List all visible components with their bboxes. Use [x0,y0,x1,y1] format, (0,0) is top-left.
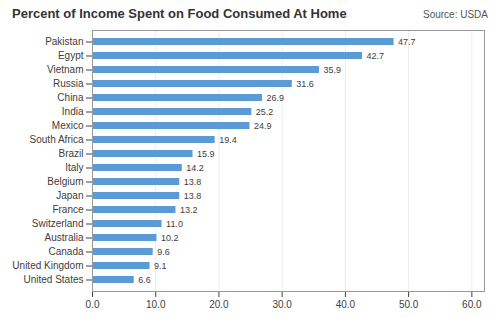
svg-text:United States: United States [23,274,83,285]
svg-text:40.0: 40.0 [336,299,356,310]
svg-text:24.9: 24.9 [254,121,272,131]
svg-text:11.0: 11.0 [166,219,183,229]
svg-text:60.0: 60.0 [462,299,482,310]
svg-text:31.6: 31.6 [296,79,314,89]
svg-text:Egypt: Egypt [58,50,84,61]
svg-text:South Africa: South Africa [30,134,84,145]
svg-text:Mexico: Mexico [52,120,84,131]
svg-text:30.0: 30.0 [272,299,292,310]
svg-text:Italy: Italy [65,162,83,173]
html-text:Percent of Income Spent on Foo: Percent of Income Spent on Food Consumed… [12,6,347,21]
svg-text:6.6: 6.6 [138,275,151,285]
svg-text:Brazil: Brazil [58,148,83,159]
svg-text:50.0: 50.0 [399,299,419,310]
svg-text:India: India [62,106,84,117]
svg-text:Canada: Canada [48,246,83,257]
svg-text:Belgium: Belgium [47,176,83,187]
svg-text:United Kingdom: United Kingdom [12,260,83,271]
svg-text:10.2: 10.2 [161,233,179,243]
svg-text:26.9: 26.9 [267,93,285,103]
svg-text:Russia: Russia [53,78,84,89]
svg-text:13.8: 13.8 [184,191,202,201]
svg-text:42.7: 42.7 [366,51,384,61]
svg-text:10.0: 10.0 [146,299,166,310]
svg-text:France: France [52,204,84,215]
svg-text:9.1: 9.1 [154,261,167,271]
svg-text:Japan: Japan [56,190,83,201]
svg-text:35.9: 35.9 [323,65,341,75]
svg-text:19.4: 19.4 [219,135,237,145]
svg-text:Australia: Australia [45,232,84,243]
svg-text:Switzerland: Switzerland [32,218,84,229]
svg-text:47.7: 47.7 [398,37,416,47]
html-text:Source: USDA: Source: USDA [423,9,488,20]
svg-text:20.0: 20.0 [209,299,229,310]
svg-text:13.2: 13.2 [180,205,198,215]
svg-text:China: China [57,92,84,103]
svg-text:13.8: 13.8 [184,177,202,187]
svg-text:Vietnam: Vietnam [47,64,84,75]
svg-text:14.2: 14.2 [186,163,204,173]
svg-text:9.6: 9.6 [157,247,170,257]
svg-text:15.9: 15.9 [197,149,215,159]
svg-text:0.0: 0.0 [86,299,100,310]
svg-text:Pakistan: Pakistan [45,36,83,47]
svg-text:25.2: 25.2 [256,107,274,117]
